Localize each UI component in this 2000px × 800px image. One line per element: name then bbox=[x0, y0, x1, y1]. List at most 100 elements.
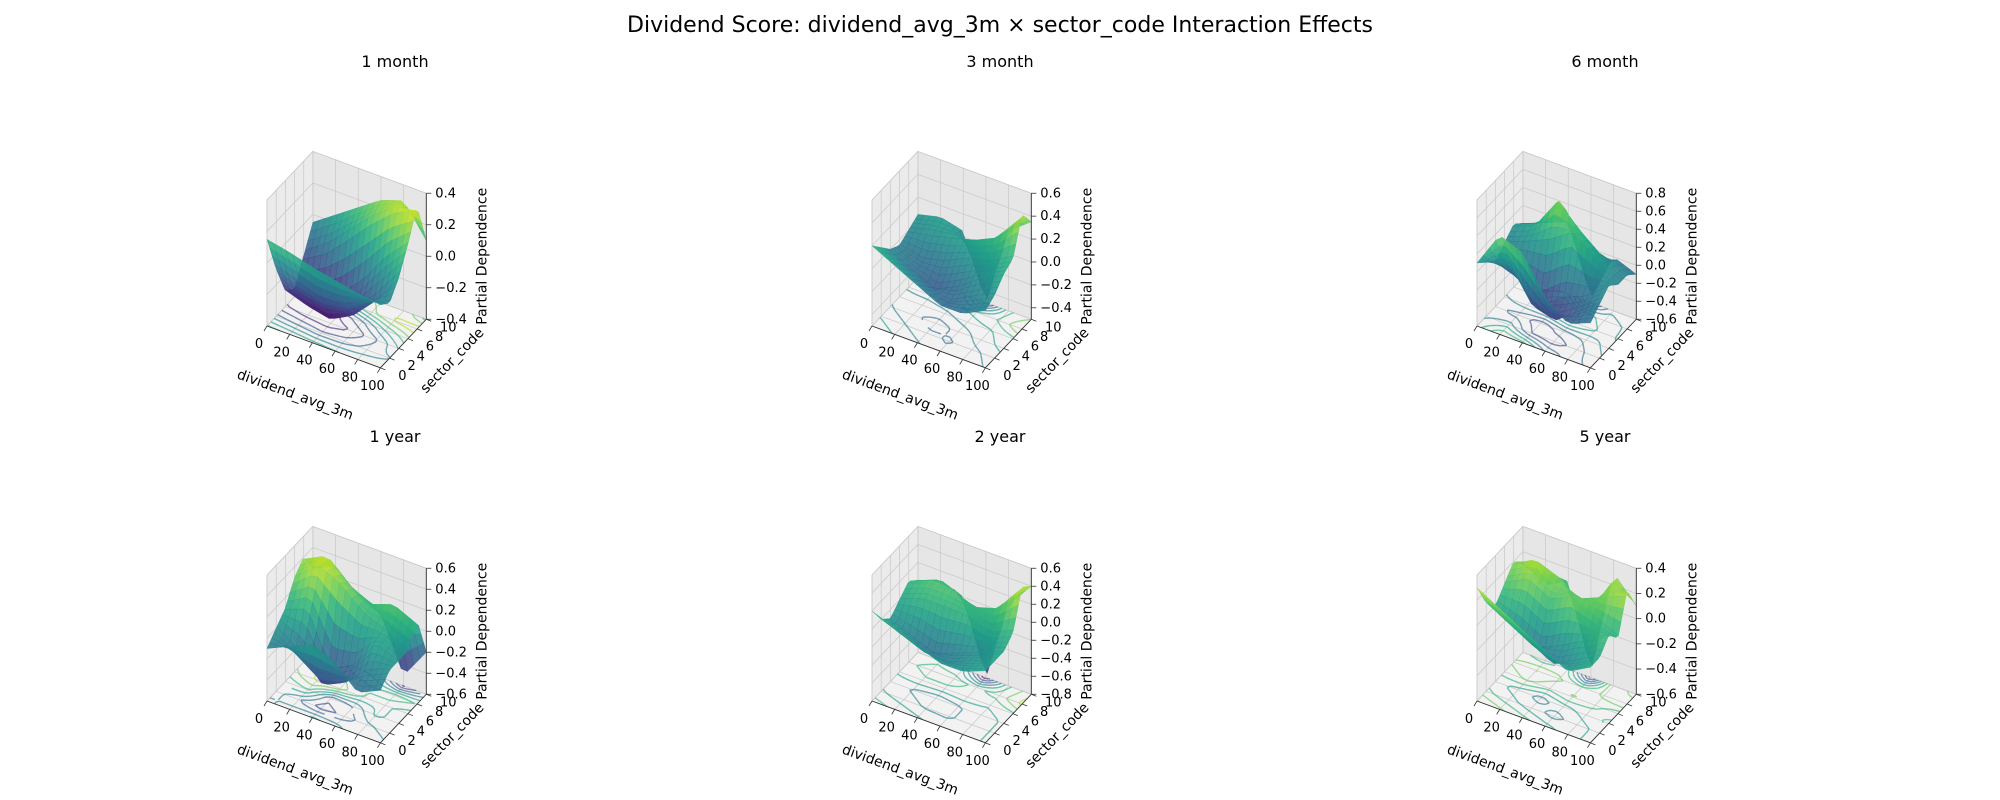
contour-segment bbox=[358, 704, 363, 709]
contour-segment bbox=[1550, 709, 1557, 713]
contour-segment bbox=[1562, 328, 1568, 333]
contour-segment bbox=[367, 320, 372, 325]
contour-segment bbox=[1545, 698, 1548, 702]
contour-segment bbox=[1533, 318, 1540, 322]
z-tick-label: −0.8 bbox=[1040, 687, 1072, 702]
contour-segment bbox=[981, 736, 985, 740]
contour-segment bbox=[391, 682, 395, 686]
contour-segment bbox=[300, 684, 304, 688]
x-tick-mark bbox=[1519, 342, 1523, 348]
contour-segment bbox=[1515, 659, 1522, 662]
contour-segment bbox=[945, 331, 949, 335]
x-tick-label: 0 bbox=[860, 337, 868, 352]
contour-segment bbox=[1512, 325, 1515, 328]
contour-segment bbox=[977, 679, 981, 682]
contour-segment bbox=[304, 332, 310, 336]
contour-segment bbox=[1521, 328, 1525, 332]
contour-segment bbox=[328, 689, 335, 692]
contour-segment bbox=[980, 675, 984, 679]
contour-segment bbox=[1518, 702, 1524, 707]
contour-segment bbox=[936, 304, 942, 308]
contour-segment bbox=[1579, 716, 1582, 720]
x-axis-line bbox=[266, 700, 381, 744]
contour-segment bbox=[330, 327, 335, 330]
contour-segment bbox=[957, 711, 961, 715]
y-tick-mark bbox=[398, 348, 404, 351]
contour-segment bbox=[882, 320, 885, 323]
contour-segment bbox=[1541, 317, 1547, 321]
contour-segment bbox=[1547, 324, 1552, 329]
contour-segment bbox=[1597, 680, 1602, 684]
surface-facet bbox=[373, 684, 384, 692]
y-tick-label: 6 bbox=[426, 340, 434, 355]
contour-segment bbox=[988, 304, 994, 307]
contour-segment bbox=[999, 310, 1004, 314]
contour-segment bbox=[325, 685, 331, 689]
contour-segment bbox=[361, 334, 365, 337]
contour-segment bbox=[977, 348, 981, 353]
contour-segment bbox=[1506, 685, 1511, 689]
contour-segment bbox=[385, 350, 388, 355]
x-tick-mark bbox=[982, 742, 986, 749]
contour-segment bbox=[976, 684, 981, 688]
contour-segment bbox=[344, 692, 350, 696]
contour-segment bbox=[337, 693, 343, 697]
contour-segment bbox=[1015, 320, 1021, 323]
z-tick-label: −0.4 bbox=[1645, 662, 1677, 677]
axes bbox=[871, 568, 1032, 744]
contour-segment bbox=[1554, 324, 1560, 328]
contour-segment bbox=[1586, 725, 1590, 730]
x-tick-mark bbox=[1541, 350, 1546, 357]
y-tick-label: 8 bbox=[1040, 330, 1048, 345]
contour-segment bbox=[956, 713, 959, 717]
contour-segment bbox=[1502, 325, 1508, 328]
contour-segment bbox=[968, 331, 973, 336]
y-tick-mark bbox=[407, 338, 414, 342]
contour-segment bbox=[1569, 328, 1575, 332]
contour-segment bbox=[322, 709, 328, 712]
gridline bbox=[899, 671, 1014, 715]
x-tick-mark bbox=[1496, 334, 1501, 340]
z-tick-label: 0.0 bbox=[435, 624, 456, 639]
contour-segment bbox=[942, 338, 946, 343]
y-tick-mark bbox=[1590, 742, 1596, 746]
contour-segment bbox=[907, 289, 912, 293]
contour-segment bbox=[412, 701, 416, 705]
contour-segment bbox=[1531, 655, 1537, 660]
floor-contours bbox=[874, 663, 1028, 742]
contour-segment bbox=[357, 699, 363, 703]
contour-segment bbox=[1515, 699, 1519, 704]
contour-segment bbox=[1575, 703, 1582, 707]
x-tick-mark bbox=[1587, 367, 1591, 374]
contour-segment bbox=[368, 312, 373, 317]
gridline bbox=[881, 315, 995, 359]
z-tick-label: −0.6 bbox=[1645, 312, 1677, 327]
gridline bbox=[266, 151, 314, 201]
contour-segment bbox=[323, 696, 329, 699]
y-tick-label: 8 bbox=[1645, 330, 1653, 345]
contour-segment bbox=[1514, 668, 1518, 673]
contour-segment bbox=[395, 344, 399, 348]
contour-segment bbox=[1580, 704, 1587, 708]
contour-segment bbox=[997, 320, 1000, 325]
contour-segment bbox=[991, 712, 994, 715]
x-tick-label: 0 bbox=[255, 712, 263, 727]
contour-segment bbox=[385, 331, 389, 334]
contour-segment bbox=[1583, 732, 1587, 736]
contour-segment bbox=[295, 328, 301, 332]
contour-segment bbox=[1582, 328, 1588, 331]
contour-segment bbox=[1562, 717, 1565, 720]
contour-segment bbox=[971, 338, 974, 341]
z-tick-label: 0.4 bbox=[1645, 561, 1666, 576]
contour-segment bbox=[965, 327, 970, 332]
contour-segment bbox=[350, 705, 354, 709]
z-tick-label: 0.6 bbox=[1040, 186, 1061, 201]
z-tick-label: 0.4 bbox=[1645, 222, 1666, 237]
gridline bbox=[917, 668, 964, 718]
contour-segment bbox=[359, 318, 362, 322]
contour-segment bbox=[385, 341, 388, 344]
contour-segment bbox=[312, 694, 318, 697]
contour-segment bbox=[410, 696, 416, 700]
surface-facet bbox=[1583, 664, 1594, 669]
contour-segment bbox=[994, 697, 999, 702]
